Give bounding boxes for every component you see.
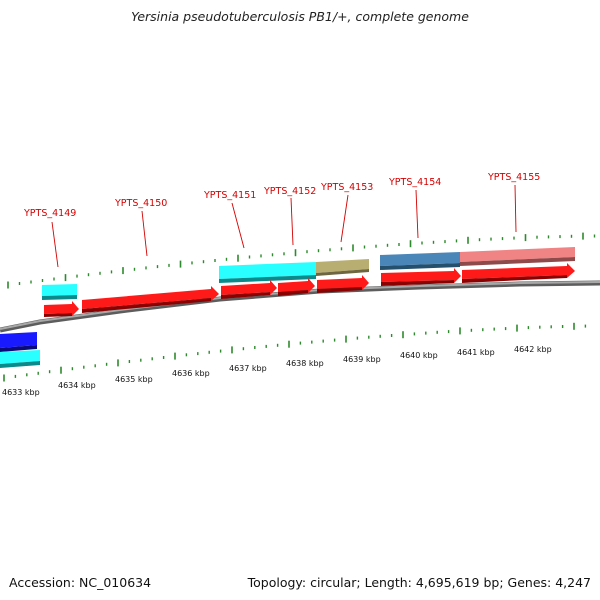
cds-arrow	[462, 275, 567, 283]
kbp-labels: 4633 kbp 4634 kbp 4635 kbp 4636 kbp 4637…	[2, 345, 552, 397]
accession-label: Accession: NC_010634	[9, 575, 152, 590]
feature-block	[42, 295, 77, 300]
kbp-label: 4635 kbp	[115, 375, 153, 384]
cds-track	[44, 263, 575, 317]
cds-arrow	[82, 298, 211, 313]
feature-block	[0, 361, 40, 368]
leader-line	[141, 210, 148, 257]
feature-block[interactable]	[380, 252, 460, 266]
outer-tick-ring	[7, 232, 596, 289]
cds-arrow[interactable]	[462, 263, 575, 279]
feature-block[interactable]	[316, 259, 369, 273]
gene-label[interactable]: YPTS_4155	[487, 172, 540, 183]
inner-tick-ring	[3, 322, 587, 382]
cds-arrow	[44, 313, 72, 317]
leader-line	[290, 197, 294, 246]
leader-line	[514, 184, 517, 233]
feature-block[interactable]	[219, 262, 316, 279]
feature-block	[460, 257, 575, 266]
cds-arrow[interactable]	[381, 268, 461, 283]
cds-arrow[interactable]	[221, 280, 277, 295]
cds-arrow	[278, 290, 308, 296]
genome-info-label: Topology: circular; Length: 4,695,619 bp…	[247, 575, 591, 590]
cds-arrow[interactable]	[317, 275, 369, 290]
gene-label[interactable]: YPTS_4151	[203, 190, 256, 201]
leader-line	[231, 202, 245, 249]
gene-label[interactable]: YPTS_4149	[23, 208, 76, 219]
kbp-label: 4633 kbp	[2, 388, 40, 397]
map-title: Yersinia pseudotuberculosis PB1/+, compl…	[131, 9, 469, 24]
feature-track-upper	[0, 247, 575, 368]
kbp-label: 4634 kbp	[58, 381, 96, 390]
kbp-label: 4637 kbp	[229, 364, 267, 373]
leader-line	[340, 194, 349, 243]
gene-labels: YPTS_4149 YPTS_4150 YPTS_4151 YPTS_4152 …	[23, 172, 540, 219]
gene-label[interactable]: YPTS_4153	[320, 182, 373, 193]
kbp-label: 4640 kbp	[400, 351, 438, 360]
kbp-label: 4641 kbp	[457, 348, 495, 357]
kbp-label: 4638 kbp	[286, 359, 324, 368]
kbp-label: 4639 kbp	[343, 355, 381, 364]
cds-arrow[interactable]	[278, 278, 315, 293]
cds-arrow	[317, 287, 362, 293]
feature-block	[0, 345, 37, 352]
cds-arrow[interactable]	[44, 301, 79, 316]
gene-label[interactable]: YPTS_4152	[263, 186, 316, 197]
leader-line	[51, 221, 59, 268]
feature-block[interactable]	[42, 284, 77, 296]
leader-line	[415, 189, 419, 239]
feature-block[interactable]	[0, 350, 40, 364]
feature-block	[316, 269, 369, 276]
gene-label[interactable]: YPTS_4154	[388, 177, 441, 188]
feature-block	[219, 275, 316, 283]
cds-arrow	[381, 280, 454, 286]
feature-block	[380, 263, 460, 270]
gene-label[interactable]: YPTS_4150	[114, 198, 167, 209]
cds-arrow	[221, 292, 270, 299]
gene-leader-lines	[51, 184, 517, 268]
kbp-label: 4636 kbp	[172, 369, 210, 378]
cds-arrow[interactable]	[82, 286, 219, 309]
feature-block[interactable]	[0, 332, 37, 348]
kbp-label: 4642 kbp	[514, 345, 552, 354]
